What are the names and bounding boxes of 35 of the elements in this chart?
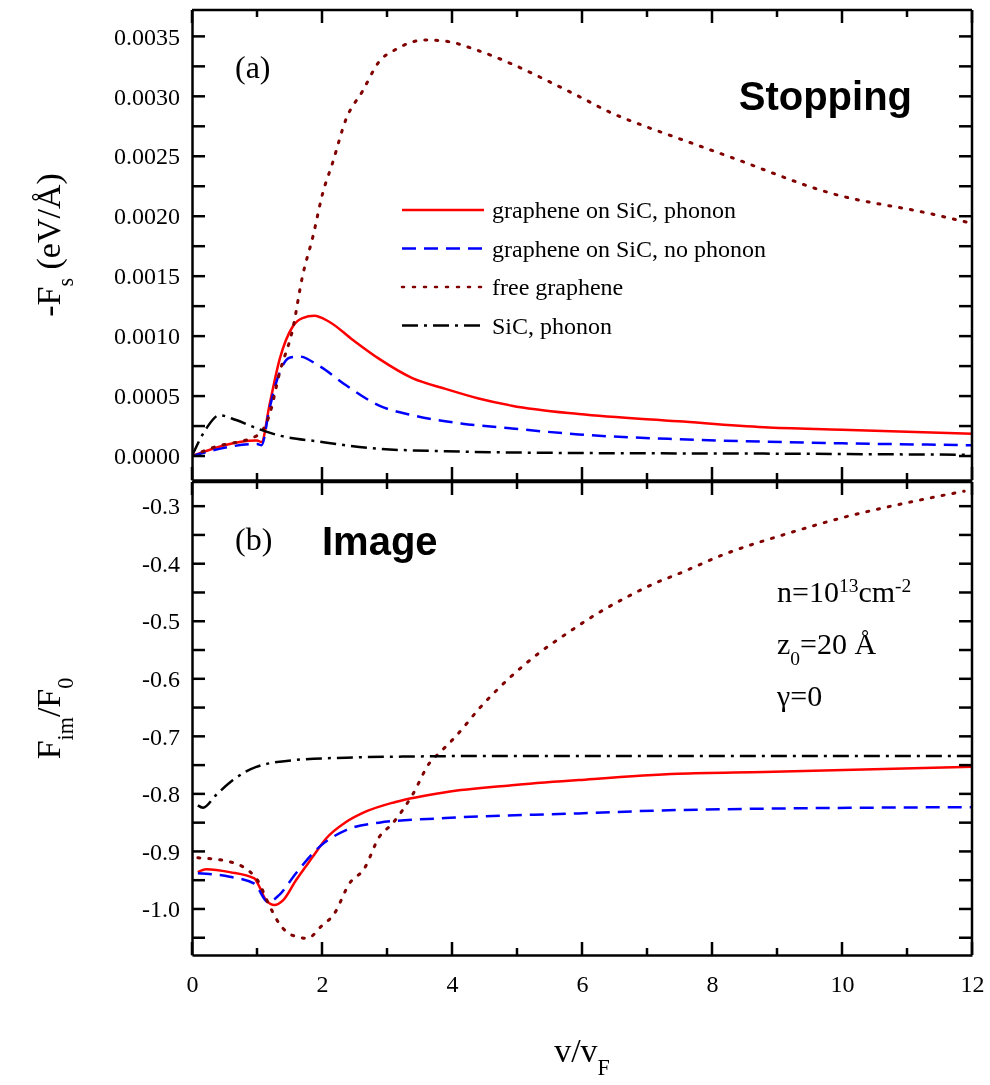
x-tick-label: 12	[960, 971, 985, 998]
y-tick-label: 0.0015	[114, 263, 180, 290]
annotation: (b)	[235, 521, 273, 557]
y-tick-label: 0.0035	[114, 23, 180, 50]
y-tick-label: 0.0010	[114, 323, 180, 350]
x-tick-label: 0	[186, 971, 199, 998]
legend-label: SiC, phonon	[492, 312, 613, 339]
y-tick-label: -0.3	[142, 493, 180, 520]
legend-label: graphene on SiC, phonon	[492, 197, 736, 223]
y-tick-label: -0.9	[142, 838, 180, 865]
x-axis-title: v/v$_{F}$	[554, 1032, 610, 1080]
x-tick-label: 4	[446, 971, 459, 998]
legend-label: graphene on SiC, no phonon	[492, 235, 766, 262]
x-tick-label: 2	[316, 971, 329, 998]
x-tick-label: 10	[830, 971, 855, 998]
y-tick-label: -0.8	[142, 781, 180, 808]
y-tick-label: -0.4	[142, 550, 180, 577]
y-tick-label: 0.0020	[114, 203, 180, 230]
y-tick-label: -0.6	[142, 665, 180, 692]
x-tick-label: 6	[576, 971, 589, 998]
y-tick-label: 0.0030	[114, 83, 180, 110]
annotation: z$_{0}$=20 Å	[777, 627, 877, 669]
y-tick-label: 0.0000	[114, 443, 180, 470]
x-tick-label: 8	[706, 971, 719, 998]
annotation: (a)	[235, 49, 271, 85]
y-tick-label: 0.0005	[114, 383, 180, 410]
y-tick-label: -0.7	[142, 723, 180, 750]
y-tick-label: -0.5	[142, 608, 180, 635]
y-tick-label: 0.0025	[114, 143, 180, 170]
annotation: n=10$^{13}$cm$^{-2}$	[777, 574, 912, 608]
legend-label: free graphene	[492, 274, 624, 300]
y-tick-label: -1.0	[142, 896, 180, 923]
annotation: γ=0	[776, 679, 823, 712]
text: Image	[322, 519, 438, 563]
text: Stopping	[738, 74, 912, 118]
